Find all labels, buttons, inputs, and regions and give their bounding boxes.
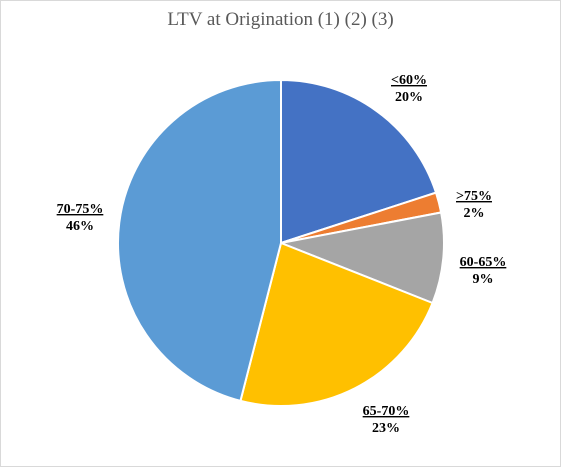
slice-label-0: <60% — [391, 73, 427, 88]
slice-label-3: 65-70% — [363, 404, 410, 419]
pie-slice-0 — [280, 78, 438, 245]
pie-slice-4 — [117, 78, 282, 403]
slice-label-2: 60-65% — [460, 255, 507, 270]
pie-labels: <60% 20% >75% 2% 60-65% 9% 65-70% 23% 70-75% 46% — [57, 73, 507, 436]
slice-value-3: 23% — [372, 421, 400, 436]
slice-value-0: 20% — [395, 90, 423, 105]
slice-value-2: 9% — [473, 272, 494, 287]
chart-title: LTV at Origination (1) (2) (3) — [167, 9, 394, 30]
slice-label-1: >75% — [456, 189, 492, 204]
pie-slice-3 — [239, 241, 434, 407]
slice-value-4: 46% — [66, 219, 94, 234]
slice-label-4: 70-75% — [57, 202, 104, 217]
pie-slice-2 — [277, 211, 445, 305]
slice-value-1: 2% — [464, 206, 485, 221]
pie-slices — [117, 78, 445, 407]
